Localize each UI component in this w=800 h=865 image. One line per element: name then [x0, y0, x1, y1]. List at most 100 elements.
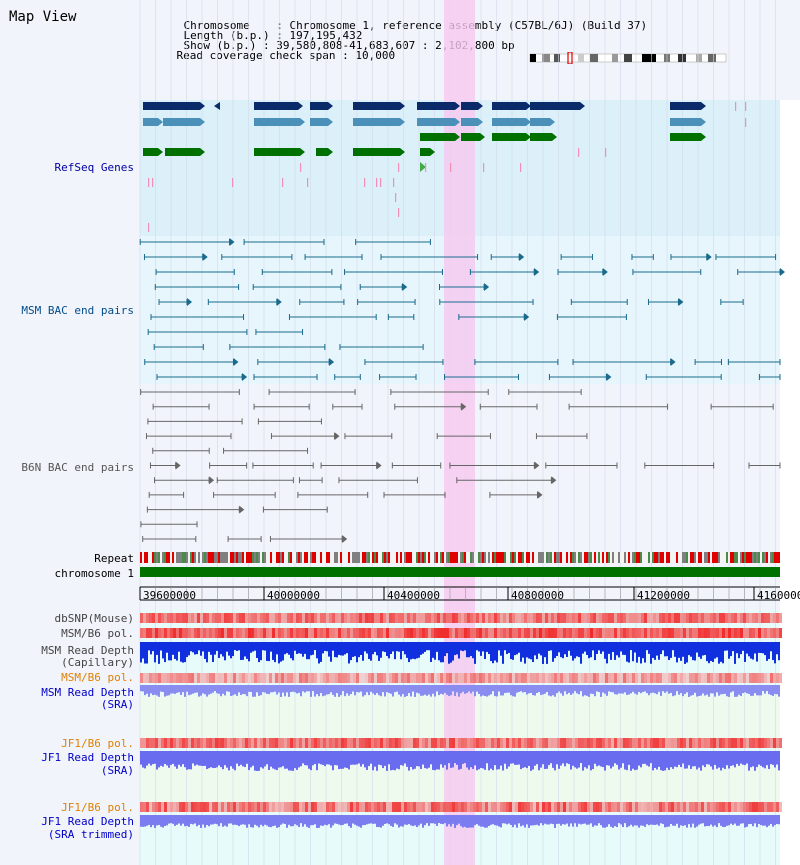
depth-bar — [472, 642, 474, 659]
depth-bar — [668, 685, 670, 694]
repeat-mark — [514, 552, 516, 563]
pol-heat-cell — [149, 613, 152, 623]
depth-bar — [420, 642, 422, 655]
depth-bar — [244, 685, 246, 695]
pol-heat-cell — [305, 628, 308, 638]
depth-bar — [312, 685, 314, 692]
depth-bar — [156, 642, 158, 655]
gene-block — [310, 118, 328, 126]
pol-heat-cell — [284, 673, 287, 683]
pol-heat-cell — [740, 802, 743, 812]
pol-heat-cell — [650, 673, 653, 683]
repeat-mark — [486, 552, 488, 563]
depth-bar — [326, 815, 328, 826]
pol-heat-cell — [377, 613, 380, 623]
pol-heat-cell — [488, 738, 491, 748]
depth-bar — [252, 685, 254, 697]
depth-bar — [766, 751, 768, 766]
depth-bar — [522, 685, 524, 693]
depth-bar — [296, 642, 298, 654]
gene-arrow — [455, 118, 460, 126]
pol-heat-cell — [380, 802, 383, 812]
depth-bar — [772, 642, 774, 661]
pol-heat-cell — [743, 628, 746, 638]
depth-bar — [186, 642, 188, 658]
depth-bar — [406, 685, 408, 696]
depth-bar — [746, 815, 748, 827]
depth-bar — [464, 685, 466, 694]
ideogram-band — [612, 54, 618, 62]
pol-heat-cell — [509, 613, 512, 623]
pol-heat-cell — [194, 628, 197, 638]
depth-bar — [418, 642, 420, 658]
depth-bar — [598, 751, 600, 766]
repeat-mark — [446, 552, 448, 563]
depth-bar — [690, 685, 692, 696]
pol-heat-cell — [305, 738, 308, 748]
pol-heat-cell — [716, 673, 719, 683]
pol-heat-cell — [404, 802, 407, 812]
pol-heat-cell — [311, 628, 314, 638]
pol-heat-cell — [638, 613, 641, 623]
depth-bar — [744, 815, 746, 828]
pol-heat-cell — [275, 802, 278, 812]
pol-heat-cell — [254, 673, 257, 683]
repeat-mark — [476, 552, 478, 563]
repeat-mark — [384, 552, 386, 563]
depth-bar — [308, 685, 310, 692]
label-b6n-bac[interactable]: B6N BAC end pairs — [21, 461, 134, 474]
pol-heat-cell — [524, 673, 527, 683]
depth-bar — [524, 815, 526, 828]
depth-bar — [490, 815, 492, 825]
depth-bar — [322, 642, 324, 654]
depth-bar — [712, 685, 714, 694]
depth-bar — [360, 642, 362, 656]
depth-bar — [674, 815, 676, 826]
repeat-mark — [414, 552, 416, 563]
repeat-mark — [412, 552, 414, 563]
depth-bar — [182, 815, 184, 824]
depth-bar — [768, 751, 770, 769]
pol-heat-cell — [704, 673, 707, 683]
depth-bar — [386, 685, 388, 693]
depth-bar — [220, 685, 222, 697]
pol-heat-cell — [554, 613, 557, 623]
pol-heat-cell — [539, 738, 542, 748]
pol-heat-cell — [551, 802, 554, 812]
depth-bar — [702, 642, 704, 656]
repeat-mark — [316, 552, 318, 563]
depth-bar — [462, 815, 464, 828]
repeat-mark — [648, 552, 650, 563]
pol-heat-cell — [413, 613, 416, 623]
depth-bar — [578, 815, 580, 824]
depth-bar — [556, 642, 558, 656]
label-msm-bac[interactable]: MSM BAC end pairs — [21, 304, 134, 317]
pol-heat-cell — [581, 628, 584, 638]
depth-bar — [634, 642, 636, 653]
depth-bar — [326, 751, 328, 765]
depth-bar — [688, 642, 690, 656]
depth-bar — [506, 815, 508, 825]
depth-bar — [304, 642, 306, 654]
coverage-label: Read coverage check span — [176, 49, 336, 62]
depth-bar — [730, 642, 732, 657]
depth-bar — [484, 751, 486, 770]
repeat-mark — [406, 552, 408, 563]
repeat-mark — [642, 552, 644, 563]
depth-bar — [680, 751, 682, 768]
depth-bar — [680, 642, 682, 661]
label-refseq-genes[interactable]: RefSeq Genes — [54, 161, 134, 174]
depth-bar — [216, 751, 218, 768]
right-margin — [780, 100, 800, 865]
pol-heat-cell — [182, 628, 185, 638]
pol-heat-cell — [266, 628, 269, 638]
depth-bar — [546, 642, 548, 664]
repeat-mark — [736, 552, 738, 563]
pol-heat-cell — [512, 613, 515, 623]
pol-heat-cell — [284, 802, 287, 812]
pol-heat-cell — [545, 673, 548, 683]
depth-bar — [276, 685, 278, 695]
pol-heat-cell — [533, 738, 536, 748]
depth-bar — [722, 815, 724, 828]
